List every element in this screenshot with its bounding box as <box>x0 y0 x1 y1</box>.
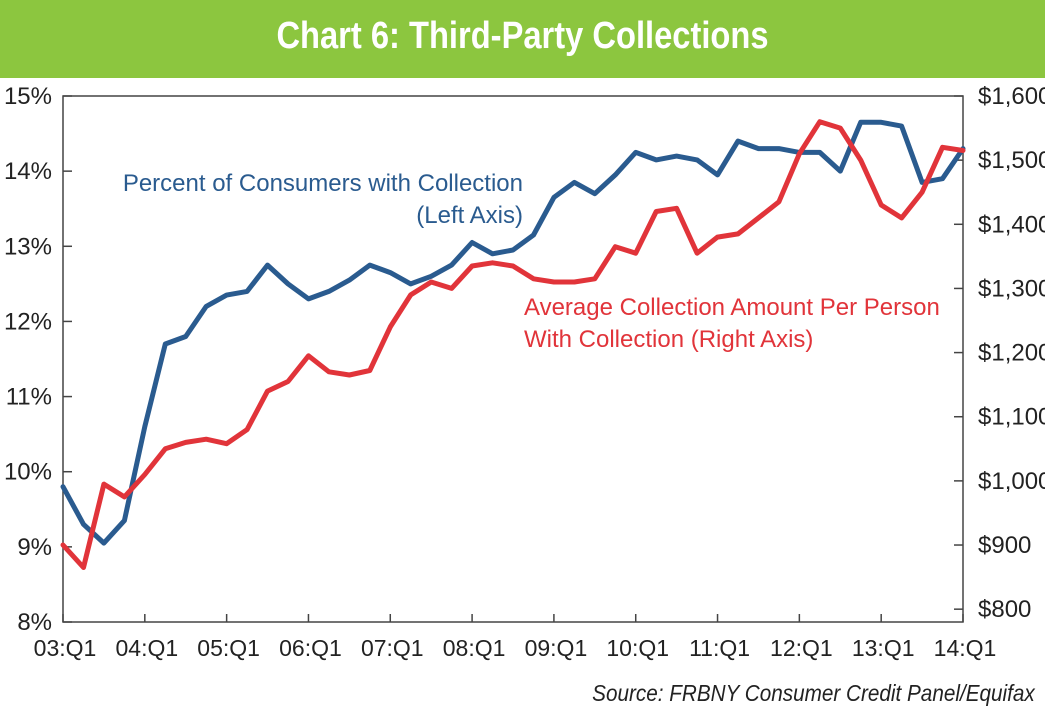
x-tick-label: 04:Q1 <box>115 635 178 661</box>
left-tick-label: 14% <box>4 158 52 185</box>
left-tick-label: 8% <box>17 609 52 636</box>
source-note: Source: FRBNY Consumer Credit Panel/Equi… <box>592 680 1035 706</box>
left-tick-label: 11% <box>6 384 52 411</box>
plot-frame <box>62 95 964 623</box>
right-tick-label: $1,400 <box>978 211 1045 238</box>
left-tick-label: 15% <box>4 83 52 110</box>
x-tick-label: 11:Q1 <box>689 635 750 661</box>
right-series-label: With Collection (Right Axis) <box>524 326 813 353</box>
right-tick-label: $900 <box>978 532 1031 559</box>
x-tick-label: 07:Q1 <box>361 635 424 661</box>
series-line-right <box>60 119 966 570</box>
right-tick-label: $1,100 <box>978 404 1045 431</box>
x-tick-label: 14:Q1 <box>934 635 997 661</box>
x-tick-label: 12:Q1 <box>770 635 833 661</box>
title-banner: Chart 6: Third-Party Collections <box>0 0 1045 78</box>
right-series-label: Average Collection Amount Per Person <box>524 294 940 321</box>
left-series-label: (Left Axis) <box>416 202 523 229</box>
chart: 8% 9% 10% 11% 12% 13% 14% 15% $800 $900 $1,000 $1,1… <box>4 83 1045 661</box>
right-tick-label: $1,200 <box>978 340 1045 367</box>
right-tick-label: $800 <box>978 596 1031 623</box>
x-tick-label: 08:Q1 <box>443 635 506 661</box>
left-series-label: Percent of Consumers with Collection <box>123 170 523 197</box>
x-tick-label: 13:Q1 <box>852 635 915 661</box>
series-line-left <box>60 119 966 546</box>
right-tick-label: $1,000 <box>978 468 1045 495</box>
chart-title: Chart 6: Third-Party Collections <box>276 15 769 57</box>
x-tick-label: 09:Q1 <box>525 635 588 661</box>
x-tick-label: 05:Q1 <box>197 635 260 661</box>
left-tick-label: 12% <box>4 308 52 335</box>
x-tick-label: 10:Q1 <box>606 635 669 661</box>
left-tick-label: 10% <box>4 459 52 486</box>
x-tick-label: 03:Q1 <box>34 635 97 661</box>
x-tick-label: 06:Q1 <box>279 635 342 661</box>
left-tick-label: 9% <box>17 534 52 561</box>
right-tick-label: $1,600 <box>978 83 1045 110</box>
right-tick-label: $1,500 <box>978 147 1045 174</box>
left-tick-label: 13% <box>4 233 52 260</box>
right-tick-label: $1,300 <box>978 275 1045 302</box>
